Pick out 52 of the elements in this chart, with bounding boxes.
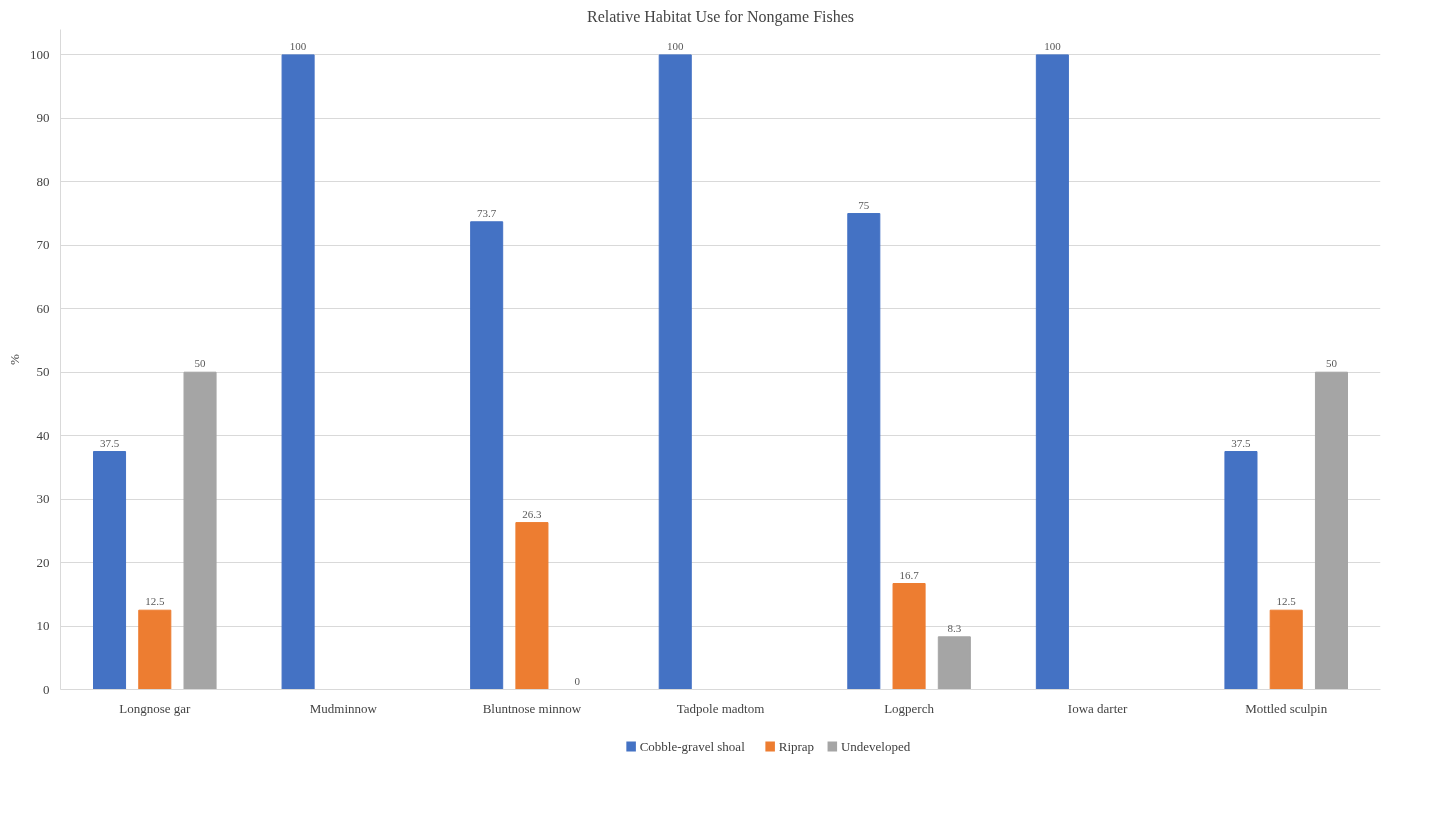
x-tick-label: Bluntnose minnow bbox=[482, 700, 582, 716]
y-tick-label: 0 bbox=[43, 681, 50, 697]
bar bbox=[847, 213, 881, 690]
data-label: 8.3 bbox=[947, 621, 962, 634]
bar bbox=[183, 371, 217, 690]
bar bbox=[1314, 371, 1348, 690]
x-tick-label: Mottled sculpin bbox=[1245, 700, 1328, 716]
data-label: 75 bbox=[858, 198, 870, 211]
bar bbox=[515, 522, 549, 690]
bar bbox=[1224, 451, 1258, 690]
x-tick-label: Longnose gar bbox=[119, 700, 192, 716]
data-label: 50 bbox=[194, 357, 207, 370]
data-label: 37.5 bbox=[1231, 436, 1252, 449]
x-tick-label: Logperch bbox=[884, 700, 935, 716]
y-tick-label: 90 bbox=[36, 110, 50, 126]
y-tick-label: 40 bbox=[36, 427, 50, 443]
data-label: 26.3 bbox=[522, 507, 543, 520]
y-tick-label: 60 bbox=[36, 300, 50, 316]
legend-label: Cobble-gravel shoal bbox=[639, 739, 746, 754]
bar bbox=[93, 451, 127, 690]
y-tick-label: 50 bbox=[36, 364, 50, 380]
x-tick-label: Mudminnow bbox=[309, 700, 378, 716]
bar bbox=[658, 54, 692, 690]
bar bbox=[892, 583, 926, 690]
data-label: 12.5 bbox=[145, 595, 165, 608]
data-label: 100 bbox=[666, 39, 684, 52]
data-label: 0 bbox=[574, 674, 581, 687]
data-label: 50 bbox=[1325, 357, 1338, 370]
legend-label: Undeveloped bbox=[840, 739, 911, 754]
data-label: 16.7 bbox=[899, 568, 920, 581]
bar bbox=[281, 54, 315, 690]
data-label: 100 bbox=[1044, 39, 1062, 52]
data-label: 37.5 bbox=[99, 436, 120, 449]
bar bbox=[1035, 54, 1069, 690]
y-axis-title: % bbox=[7, 353, 22, 365]
y-tick-label: 80 bbox=[36, 173, 50, 189]
data-label: 73.7 bbox=[477, 206, 497, 219]
x-tick-label: Iowa darter bbox=[1067, 700, 1129, 716]
y-tick-label: 30 bbox=[36, 491, 50, 507]
bar bbox=[138, 609, 172, 690]
data-label: 100 bbox=[289, 39, 307, 52]
y-tick-label: 70 bbox=[36, 237, 50, 253]
y-tick-label: 100 bbox=[30, 46, 50, 62]
data-label: 12.5 bbox=[1276, 595, 1297, 608]
x-tick-label: Tadpole madtom bbox=[676, 700, 765, 716]
y-tick-label: 10 bbox=[36, 618, 50, 634]
bar bbox=[937, 636, 971, 690]
legend-label: Riprap bbox=[778, 739, 815, 754]
bar bbox=[1269, 609, 1303, 690]
y-tick-label: 20 bbox=[36, 554, 50, 570]
bar bbox=[470, 221, 504, 690]
chart-title: Relative Habitat Use for Nongame Fishes bbox=[586, 7, 855, 26]
